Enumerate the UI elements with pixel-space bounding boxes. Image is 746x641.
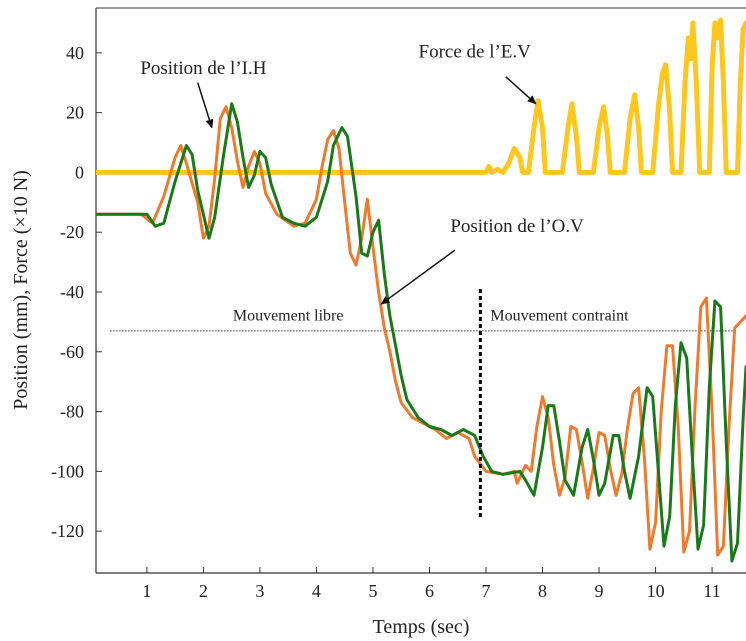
x-axis-title: Temps (sec) — [373, 616, 470, 638]
region-label-constrained-movement: Mouvement contraint — [490, 307, 629, 324]
y-tick-label: -20 — [60, 222, 84, 242]
annotation-arrow-ov — [380, 249, 456, 305]
y-tick-label: 0 — [75, 162, 84, 182]
x-tick-label: 8 — [538, 581, 547, 601]
x-tick-label: 11 — [703, 581, 720, 601]
y-tick-label: -60 — [60, 342, 84, 362]
x-tick-label: 10 — [647, 581, 665, 601]
x-tick-label: 6 — [425, 581, 434, 601]
annotation-position-ih: Position de l’I.H — [140, 58, 266, 79]
y-tick-label: -100 — [51, 461, 84, 481]
x-axis-ticks: 1 2 3 4 5 6 7 8 9 10 11 — [142, 567, 721, 601]
y-tick-label: 40 — [66, 43, 84, 63]
x-tick-label: 3 — [255, 581, 264, 601]
x-tick-label: 1 — [142, 581, 151, 601]
y-tick-label: -120 — [51, 521, 84, 541]
series-line-force-ev — [96, 17, 746, 175]
x-tick-label: 7 — [482, 581, 491, 601]
annotation-arrow-ev — [505, 76, 537, 105]
y-tick-label: 20 — [66, 103, 84, 123]
annotation-force-ev: Force de l’E.V — [419, 41, 532, 62]
x-tick-label: 2 — [199, 581, 208, 601]
y-axis-title: Position (mm), Force (×10 N) — [10, 170, 32, 410]
annotation-arrow-ih — [197, 82, 214, 129]
y-tick-label: -40 — [60, 282, 84, 302]
series-line-position-ov — [96, 102, 746, 563]
x-tick-label: 4 — [312, 581, 321, 601]
series-line-position-ih — [96, 105, 746, 557]
y-axis-ticks: 40 20 0 -20 -40 -60 -80 -100 -120 — [51, 43, 102, 541]
y-tick-label: -80 — [60, 402, 84, 422]
x-tick-label: 5 — [368, 581, 377, 601]
annotation-position-ov: Position de l’O.V — [450, 216, 584, 237]
region-label-free-movement: Mouvement libre — [233, 307, 344, 324]
x-tick-label: 9 — [595, 581, 604, 601]
